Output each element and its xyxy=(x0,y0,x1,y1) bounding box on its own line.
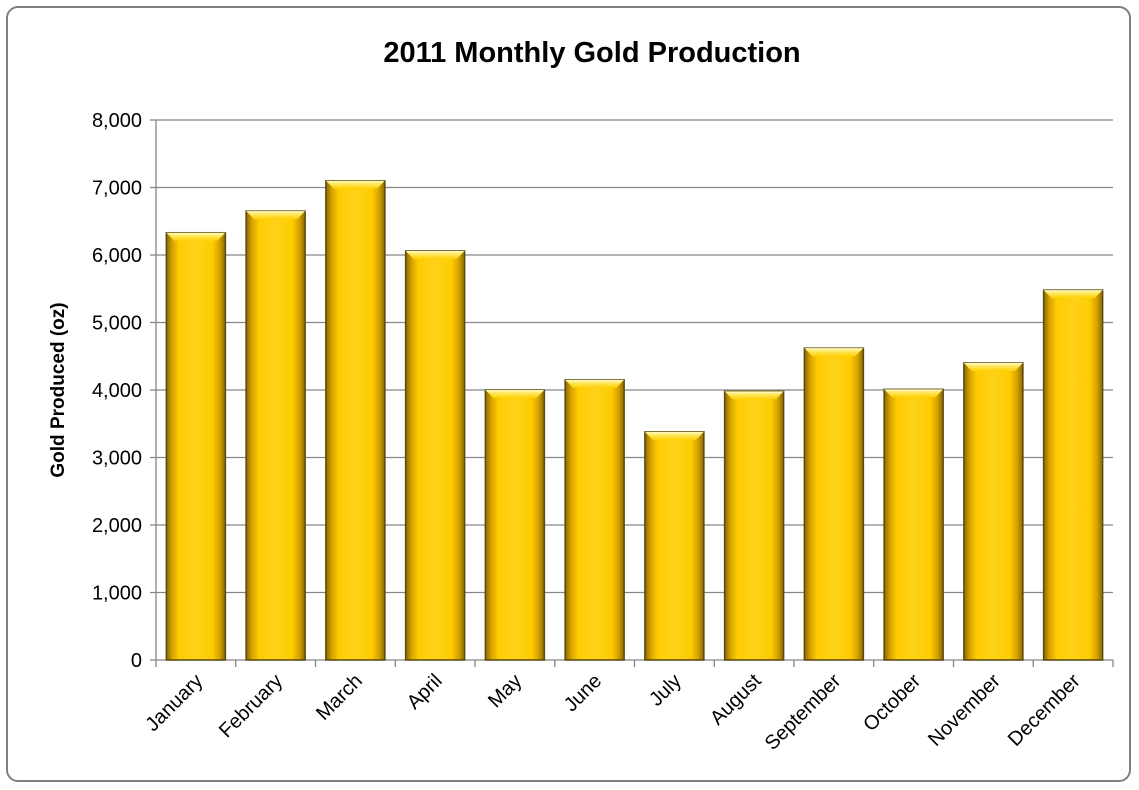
bar xyxy=(165,231,227,661)
y-tick-label: 8,000 xyxy=(92,110,142,132)
bar-bevel xyxy=(724,391,784,400)
bar xyxy=(484,389,546,661)
y-tick-label: 6,000 xyxy=(92,245,142,267)
bar xyxy=(1042,289,1104,661)
bars xyxy=(165,180,1104,661)
y-axis-label: Gold Produced (oz) xyxy=(48,302,69,477)
x-tick-label: May xyxy=(484,670,526,712)
y-tick-label: 7,000 xyxy=(92,178,142,200)
bar-bevel xyxy=(405,250,465,259)
bar-body xyxy=(484,389,546,661)
x-tick-label: October xyxy=(859,670,925,736)
bar-body xyxy=(963,362,1024,661)
y-tick-label: 1,000 xyxy=(92,583,142,605)
bar-bevel xyxy=(963,363,1023,371)
y-tick-label: 4,000 xyxy=(92,380,142,402)
bar-body xyxy=(245,210,306,661)
y-tick-labels: 0 1,000 2,000 3,000 4,000 5,000 6,000 7,000 8,00… xyxy=(92,110,142,672)
bar xyxy=(803,347,865,661)
bar-bevel xyxy=(325,180,385,189)
bar-body xyxy=(325,180,386,661)
y-tick-label: 3,000 xyxy=(92,448,142,470)
bar-body xyxy=(883,388,944,661)
bar-body xyxy=(404,250,466,661)
bar-body xyxy=(165,231,227,661)
bar-bevel xyxy=(246,211,306,220)
x-tick-label: September xyxy=(761,670,846,755)
bar xyxy=(245,210,306,661)
bar xyxy=(404,250,466,661)
y-tick-label: 2,000 xyxy=(92,515,142,537)
bar-bevel xyxy=(166,232,226,241)
x-tick-label: August xyxy=(706,670,766,730)
bar-body xyxy=(564,379,625,661)
bar-bevel xyxy=(485,390,545,398)
x-tick-label: July xyxy=(645,670,686,711)
bar-bevel xyxy=(565,379,625,388)
bar-body xyxy=(803,347,865,661)
x-tick-label: January xyxy=(142,670,208,736)
bar xyxy=(564,379,625,661)
bar-body xyxy=(723,390,785,661)
axes xyxy=(150,119,1114,667)
x-tick-labels: January February March April May June July Augu… xyxy=(142,670,1085,755)
bar xyxy=(883,388,944,661)
gridlines xyxy=(156,119,1113,594)
x-tick-label: March xyxy=(312,670,367,725)
y-tick-label: 0 xyxy=(131,650,142,672)
bar-bevel xyxy=(884,389,944,398)
bar xyxy=(723,390,785,661)
chart-title: 2011 Monthly Gold Production xyxy=(383,37,800,69)
bar-bevel xyxy=(804,348,864,357)
bar xyxy=(644,431,705,661)
bar-body xyxy=(644,431,705,661)
bar-bevel xyxy=(1043,290,1103,299)
x-tick-label: November xyxy=(924,670,1005,751)
y-tick-label: 5,000 xyxy=(92,313,142,335)
x-tick-label: December xyxy=(1004,670,1085,751)
bar-body xyxy=(1042,289,1104,661)
x-tick-label: June xyxy=(560,670,606,716)
x-tick-label: April xyxy=(403,670,447,714)
bar xyxy=(325,180,386,661)
x-tick-label: February xyxy=(215,670,287,742)
bar xyxy=(963,362,1024,661)
bar-bevel xyxy=(644,431,704,440)
